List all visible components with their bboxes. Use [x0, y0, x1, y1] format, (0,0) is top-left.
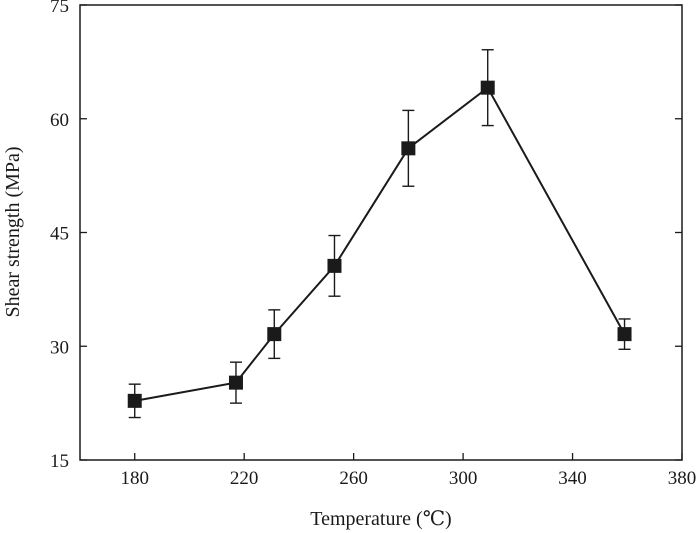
y-axis-label: Shear strength (MPa) — [2, 146, 24, 317]
y-tick-label: 75 — [50, 0, 69, 17]
x-tick-label: 380 — [668, 468, 697, 489]
x-tick-label: 260 — [339, 468, 368, 489]
data-point — [480, 80, 495, 95]
data-point — [127, 393, 142, 408]
y-tick-labels: 15 30 45 60 75 — [50, 0, 69, 472]
x-tick-labels: 180 220 260 300 340 380 — [120, 468, 696, 489]
plot-frame — [79, 4, 683, 461]
data-point — [617, 327, 632, 342]
axis-ticks — [80, 4, 683, 461]
x-tick-label: 300 — [449, 468, 478, 489]
data-point — [267, 327, 282, 342]
data-point — [401, 141, 416, 156]
y-tick-label: 30 — [50, 337, 69, 358]
x-tick-label: 180 — [120, 468, 149, 489]
y-tick-label: 15 — [50, 451, 69, 472]
data-point — [327, 258, 342, 273]
y-tick-label: 60 — [50, 110, 69, 131]
x-axis-label: Temperature (℃) — [310, 508, 451, 530]
error-bars — [128, 49, 631, 419]
data-point — [228, 375, 243, 390]
x-tick-label: 340 — [558, 468, 587, 489]
data-markers — [127, 80, 632, 408]
series-line — [134, 86, 626, 402]
x-tick-label: 220 — [230, 468, 259, 489]
y-tick-label: 45 — [50, 224, 69, 245]
